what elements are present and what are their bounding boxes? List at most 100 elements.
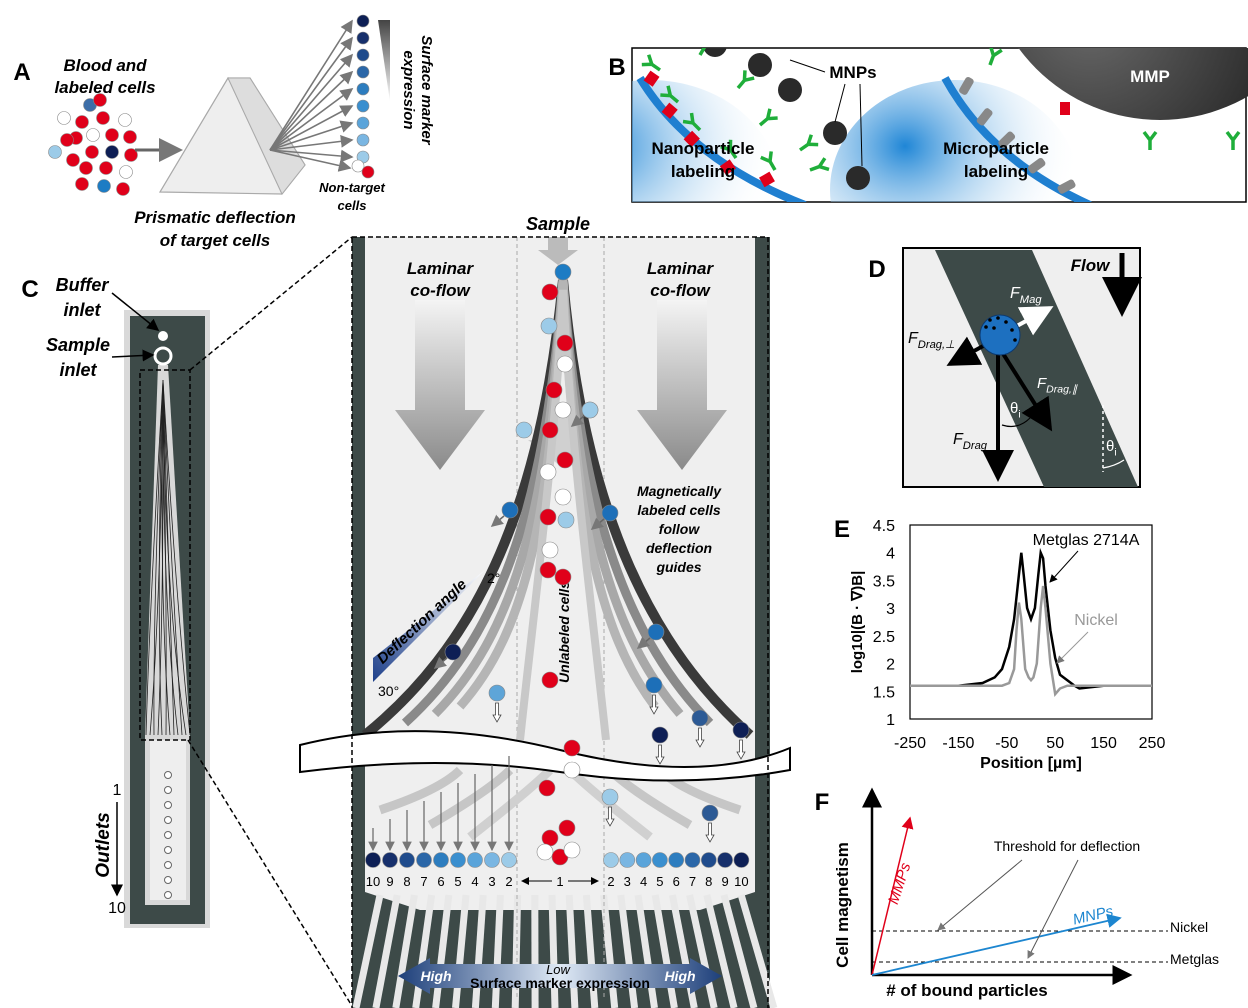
cell	[485, 853, 500, 868]
cell	[357, 100, 369, 112]
theta-label-main: θ	[1106, 438, 1114, 455]
cell	[555, 489, 571, 505]
outlet-port	[165, 817, 172, 824]
cell	[555, 264, 571, 280]
coflow-label: co-flow	[650, 281, 711, 300]
cell	[80, 162, 93, 175]
cell	[564, 762, 580, 778]
cell	[357, 134, 369, 146]
outlet-number: 7	[689, 874, 696, 889]
outlet-first: 1	[113, 782, 122, 799]
cell	[718, 853, 733, 868]
angle-max: 30°	[378, 683, 399, 699]
cell	[646, 677, 662, 693]
micro-label: Microparticle	[943, 139, 1049, 158]
cell	[357, 49, 369, 61]
cell	[564, 842, 580, 858]
cell	[417, 853, 432, 868]
outlet-number: 5	[454, 874, 461, 889]
cell	[357, 32, 369, 44]
figure: ABlood andlabeled cellsSurface markerexp…	[0, 0, 1248, 1008]
y-tick-label: 2.5	[873, 629, 895, 646]
panel-label: D	[868, 256, 885, 283]
outlets-label: Outlets	[93, 812, 114, 877]
mnp	[748, 53, 772, 77]
cell	[124, 131, 137, 144]
outlet-number: 2	[607, 874, 614, 889]
cell	[98, 180, 111, 193]
cell	[542, 422, 558, 438]
angle-min: 2°	[487, 570, 500, 586]
gradient-label: expression	[400, 50, 417, 129]
ray	[270, 21, 352, 150]
outlet-number: 10	[366, 874, 380, 889]
buffer-label: Buffer	[56, 275, 110, 295]
cell	[87, 129, 100, 142]
title: labeled cells	[54, 78, 155, 97]
leader	[1028, 860, 1078, 958]
outlet-port	[165, 862, 172, 869]
x-tick-label: -250	[894, 735, 926, 752]
mnps-label: MNPs	[829, 63, 876, 82]
mnp-dot	[996, 316, 1000, 320]
cell	[652, 727, 668, 743]
panel-d: DFlowFMagFDrag,⊥FDrag,∥FDragθiθi	[868, 248, 1140, 487]
labeled-cell	[980, 315, 1020, 355]
unlabeled-label: Unlabeled cells	[556, 581, 572, 683]
non-target-label: cells	[338, 198, 367, 213]
cell	[120, 166, 133, 179]
outlet-number: 2	[505, 874, 512, 889]
expr-label: Surface marker expression	[470, 975, 650, 991]
cell	[86, 146, 99, 159]
sample-label: Sample	[526, 214, 590, 234]
cell	[445, 644, 461, 660]
cell	[97, 112, 110, 125]
cell	[582, 402, 598, 418]
buffer-label: inlet	[63, 300, 101, 320]
magnetic-label: Magnetically	[637, 483, 722, 499]
cell	[648, 624, 664, 640]
outlet-last: 10	[108, 900, 126, 917]
panel-label: A	[13, 59, 30, 86]
cell	[701, 853, 716, 868]
zoom-link	[188, 740, 352, 1006]
cell	[357, 66, 369, 78]
y-tick-label: 2	[886, 657, 895, 674]
cell	[61, 134, 74, 147]
cell	[383, 853, 398, 868]
outlet-number: 5	[656, 874, 663, 889]
panel-label: C	[21, 276, 38, 303]
zoom-link	[190, 237, 352, 370]
outlet-port	[165, 787, 172, 794]
cell	[489, 685, 505, 701]
outlet-channel	[552, 895, 555, 1008]
cell	[362, 166, 374, 178]
cell	[502, 502, 518, 518]
cell	[106, 146, 119, 159]
coflow-label: Laminar	[407, 259, 475, 278]
cell	[733, 722, 749, 738]
cell	[516, 422, 532, 438]
f-perp-label-sub: Drag,⊥	[918, 339, 955, 351]
cell	[451, 853, 466, 868]
panel-f: FMMPsMNPsThreshold for deflectionNickelM…	[815, 789, 1219, 1000]
cell	[541, 318, 557, 334]
panel-label: F	[815, 789, 830, 816]
cell	[636, 853, 651, 868]
x-tick-label: -150	[942, 735, 974, 752]
cell	[734, 853, 749, 868]
sample-inlet-label: Sample	[46, 335, 110, 355]
y-tick-label: 3	[886, 601, 895, 618]
cell	[76, 116, 89, 129]
cell	[546, 382, 562, 398]
coflow-label: Laminar	[647, 259, 715, 278]
expr-high: High	[664, 968, 695, 984]
gradient-label: Surface marker	[418, 35, 435, 145]
outlet-number: 6	[673, 874, 680, 889]
micro-label: labeling	[964, 162, 1028, 181]
outlet-number: 8	[403, 874, 410, 889]
cell	[692, 710, 708, 726]
cell	[357, 117, 369, 129]
outlet-center: 1	[556, 874, 563, 889]
